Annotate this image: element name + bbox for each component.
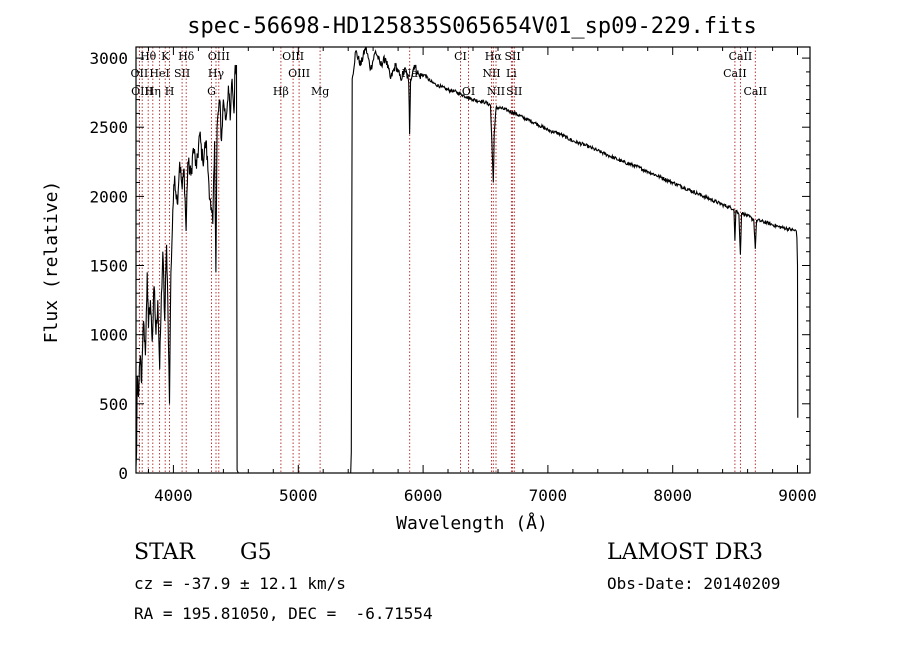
line-marker-label: Hδ xyxy=(178,50,195,63)
x-tick-label: 6000 xyxy=(404,486,443,505)
line-marker-label: SII xyxy=(174,67,190,80)
line-marker-label: NII xyxy=(487,85,505,98)
y-axis-ticks: 0 500 1000 1500 2000 2500 3000 xyxy=(89,49,810,483)
line-marker-label: OIII xyxy=(282,50,304,63)
line-marker-label: Hη xyxy=(145,85,161,98)
line-marker-label: Hα xyxy=(485,50,503,63)
y-tick-label: 500 xyxy=(99,395,128,414)
line-marker-label: Li xyxy=(506,67,517,80)
y-tick-label: 1000 xyxy=(89,326,128,345)
line-marker-label: CaII xyxy=(729,50,753,63)
redshift-velocity: cz = -37.9 ± 12.1 km/s xyxy=(134,574,346,593)
line-marker-label: K xyxy=(161,50,170,63)
line-marker-label: Hβ xyxy=(273,85,289,98)
line-marker-label: OIII xyxy=(131,85,153,98)
line-marker-label: HeI xyxy=(149,67,169,80)
line-marker-label: NII xyxy=(482,67,500,80)
y-tick-label: 2000 xyxy=(89,187,128,206)
observation-date: Obs-Date: 20140209 xyxy=(607,574,781,593)
chart-title: spec-56698-HD125835S065654V01_sp09-229.f… xyxy=(187,14,757,39)
y-tick-label: 2500 xyxy=(89,118,128,137)
line-marker-label: OII xyxy=(131,67,149,80)
line-marker-label: Mg xyxy=(311,85,329,98)
object-subclass: G5 xyxy=(240,540,272,565)
y-axis-label: Flux (relative) xyxy=(41,181,62,344)
line-markers xyxy=(138,47,756,473)
line-marker-label: CaII xyxy=(743,85,767,98)
line-marker-label: Hγ xyxy=(208,67,225,80)
x-tick-label: 8000 xyxy=(653,486,692,505)
line-marker-label: CaII xyxy=(723,67,747,80)
flux-series-line xyxy=(135,46,799,474)
line-marker-label: SII xyxy=(504,50,520,63)
x-axis-ticks: 4000 5000 6000 7000 8000 9000 xyxy=(148,47,817,505)
line-marker-label: Hθ xyxy=(140,50,157,63)
line-marker-label: OIII xyxy=(288,67,310,80)
line-marker-label: OI xyxy=(462,85,475,98)
y-tick-label: 0 xyxy=(118,464,128,483)
y-tick-label: 1500 xyxy=(89,257,128,276)
x-tick-label: 7000 xyxy=(529,486,568,505)
survey-name: LAMOST DR3 xyxy=(607,540,763,565)
x-tick-label: 9000 xyxy=(778,486,817,505)
x-tick-label: 5000 xyxy=(279,486,318,505)
object-class: STAR xyxy=(134,540,195,565)
line-marker-label: OIII xyxy=(208,50,230,63)
line-marker-label: H xyxy=(165,85,175,98)
x-tick-label: 4000 xyxy=(154,486,193,505)
line-marker-label: G xyxy=(207,85,216,98)
sky-coordinates: RA = 195.81050, DEC = -6.71554 xyxy=(134,604,433,623)
x-axis-label: Wavelength (Å) xyxy=(396,512,548,534)
line-marker-label: CI xyxy=(454,50,467,63)
line-marker-label: SII xyxy=(506,85,522,98)
y-tick-label: 3000 xyxy=(89,49,128,68)
